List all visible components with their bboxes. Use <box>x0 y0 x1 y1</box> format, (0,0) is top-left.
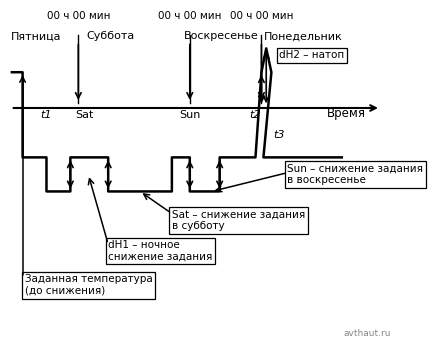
Text: Sun – снижение задания
в воскресенье: Sun – снижение задания в воскресенье <box>287 163 423 185</box>
Text: Время: Время <box>327 107 366 120</box>
Text: t1: t1 <box>41 110 52 120</box>
Text: Воскресенье: Воскресенье <box>184 31 259 41</box>
Text: Заданная температура
(до снижения): Заданная температура (до снижения) <box>25 274 152 296</box>
Text: Пятница: Пятница <box>11 31 61 41</box>
Text: Суббота: Суббота <box>86 31 135 41</box>
Text: Sat: Sat <box>75 110 93 120</box>
Text: 00 ч 00 мин: 00 ч 00 мин <box>158 11 221 21</box>
Text: avthaut.ru: avthaut.ru <box>343 329 391 338</box>
Text: 00 ч 00 мин: 00 ч 00 мин <box>230 11 293 21</box>
Text: Sun: Sun <box>179 110 201 120</box>
Text: 00 ч 00 мин: 00 ч 00 мин <box>47 11 110 21</box>
Text: t3: t3 <box>274 130 285 140</box>
Text: dH1 – ночное
снижение задания: dH1 – ночное снижение задания <box>108 240 213 262</box>
Text: dH2 – натоп: dH2 – натоп <box>279 50 345 60</box>
Text: Sat – снижение задания
в субботу: Sat – снижение задания в субботу <box>172 210 305 231</box>
Text: t2: t2 <box>250 110 261 120</box>
Text: Понедельник: Понедельник <box>264 31 342 41</box>
